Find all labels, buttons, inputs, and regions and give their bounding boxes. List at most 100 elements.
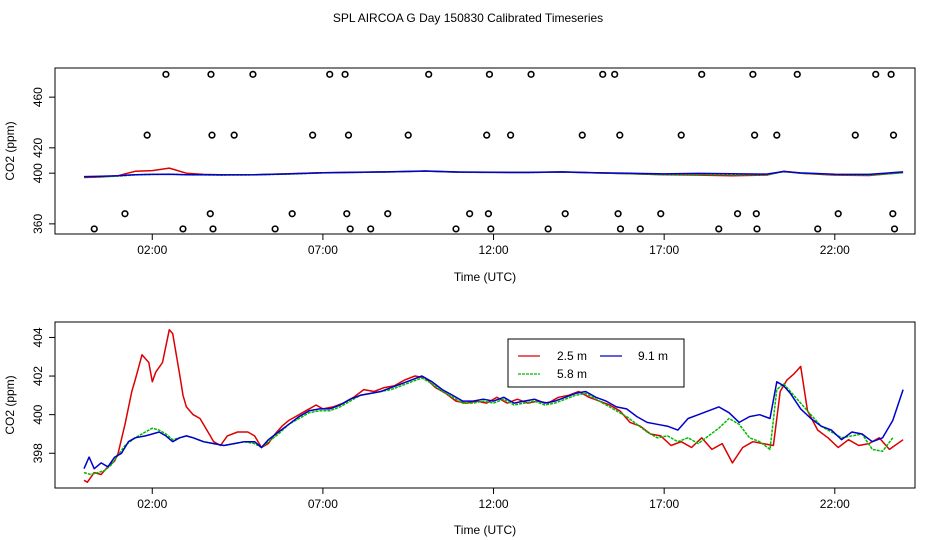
flag-point xyxy=(309,131,317,139)
bottom-x-label: Time (UTC) xyxy=(454,523,516,537)
flag-point xyxy=(483,131,491,139)
flag-point xyxy=(341,70,349,78)
flag-point xyxy=(814,225,822,233)
flag-point xyxy=(162,70,170,78)
bottom-y-axis: 398 400 402 404 xyxy=(31,327,55,463)
flag-point xyxy=(143,131,151,139)
flag-point xyxy=(611,70,619,78)
flag-point xyxy=(851,131,859,139)
top-y-axis: 360 400 420 460 xyxy=(31,87,55,234)
flag-point xyxy=(485,70,494,78)
flag-point xyxy=(749,70,757,78)
top-plot-frame xyxy=(54,67,916,235)
flag-point xyxy=(889,131,898,139)
flag-point xyxy=(578,131,586,139)
top-y-tick-label: 420 xyxy=(31,138,45,158)
bottom-x-tick-label: 17:00 xyxy=(649,497,679,511)
flag-point xyxy=(657,210,665,218)
flag-point xyxy=(367,225,375,233)
top-x-tick-label: 22:00 xyxy=(820,243,850,257)
top-x-tick-label: 07:00 xyxy=(308,243,338,257)
top-x-tick-label: 02:00 xyxy=(137,243,167,257)
flag-point xyxy=(466,210,474,218)
flag-point xyxy=(773,131,781,139)
top-y-tick-label: 360 xyxy=(31,214,45,234)
flag-point xyxy=(208,131,216,139)
flag-point xyxy=(887,70,895,78)
flag-point xyxy=(698,70,706,78)
flag-point xyxy=(121,210,129,218)
flag-point xyxy=(544,225,552,233)
top-series-9-1-m xyxy=(83,170,904,178)
flag-point xyxy=(561,210,569,218)
bottom-series-2-5-m xyxy=(83,328,904,483)
legend-label-2-5m: 2.5 m xyxy=(557,349,587,363)
flag-point xyxy=(288,210,296,218)
flag-point xyxy=(343,210,351,218)
top-x-tick-label: 17:00 xyxy=(649,243,679,257)
bottom-x-tick-label: 07:00 xyxy=(308,497,338,511)
legend: 2.5 m 9.1 m 5.8 m xyxy=(507,338,685,388)
chart-title: SPL AIRCOA G Day 150830 Calibrated Times… xyxy=(333,11,603,25)
flag-point xyxy=(344,131,353,139)
flag-point xyxy=(715,225,723,233)
flag-point xyxy=(425,70,433,78)
bottom-panel: 398 400 402 404 02:00 07:00 12:00 17:00 22:00 2… xyxy=(3,321,916,537)
flag-point xyxy=(346,225,354,233)
flag-point xyxy=(404,131,412,139)
bottom-x-tick-label: 12:00 xyxy=(479,497,509,511)
bottom-series-9-1-m xyxy=(83,375,904,470)
flag-point xyxy=(271,225,279,233)
bottom-y-tick-label: 402 xyxy=(31,366,45,386)
flag-point xyxy=(616,225,625,233)
flag-point xyxy=(752,210,760,218)
flag-point xyxy=(753,225,761,233)
flag-point xyxy=(90,225,98,233)
flag-point xyxy=(487,225,495,233)
flag-point xyxy=(384,210,392,218)
bottom-plot-frame xyxy=(54,321,916,489)
flag-point xyxy=(751,131,759,139)
legend-label-5-8m: 5.8 m xyxy=(557,367,587,381)
flag-point xyxy=(889,210,897,218)
bottom-x-axis: 02:00 07:00 12:00 17:00 22:00 xyxy=(137,488,850,511)
flag-point xyxy=(209,225,217,233)
flag-point xyxy=(484,210,493,218)
flag-point xyxy=(872,70,880,78)
flag-point xyxy=(636,225,644,233)
top-panel: 360 400 420 460 02:00 07:00 12:00 17:00 22:00 T… xyxy=(3,67,916,284)
flag-point xyxy=(834,210,842,218)
top-x-axis: 02:00 07:00 12:00 17:00 22:00 xyxy=(137,234,850,257)
legend-label-9-1m: 9.1 m xyxy=(638,349,668,363)
flag-point xyxy=(677,131,685,139)
bottom-x-tick-label: 02:00 xyxy=(137,497,167,511)
bottom-y-tick-label: 404 xyxy=(31,327,45,347)
flag-point xyxy=(890,225,899,233)
flag-point xyxy=(733,210,742,218)
flag-point xyxy=(793,70,801,78)
flag-point xyxy=(527,70,535,78)
flag-point xyxy=(207,70,215,78)
bottom-y-tick-label: 398 xyxy=(31,443,45,463)
flag-point xyxy=(230,131,238,139)
flag-point xyxy=(614,210,622,218)
top-y-label: CO2 (ppm) xyxy=(3,121,17,180)
legend-box xyxy=(507,338,685,388)
top-series xyxy=(83,167,904,179)
flag-point xyxy=(599,70,607,78)
top-flags xyxy=(90,70,899,233)
flag-point xyxy=(506,131,515,139)
bottom-y-label: CO2 (ppm) xyxy=(3,375,17,434)
flag-point xyxy=(452,225,460,233)
flag-point xyxy=(179,225,187,233)
top-y-tick-label: 400 xyxy=(31,163,45,183)
bottom-x-tick-label: 22:00 xyxy=(820,497,850,511)
flag-point xyxy=(616,131,624,139)
top-x-tick-label: 12:00 xyxy=(479,243,509,257)
top-x-label: Time (UTC) xyxy=(454,270,516,284)
bottom-y-tick-label: 400 xyxy=(31,404,45,424)
flag-point xyxy=(249,70,257,78)
flag-point xyxy=(326,70,334,78)
bottom-series xyxy=(83,328,904,483)
